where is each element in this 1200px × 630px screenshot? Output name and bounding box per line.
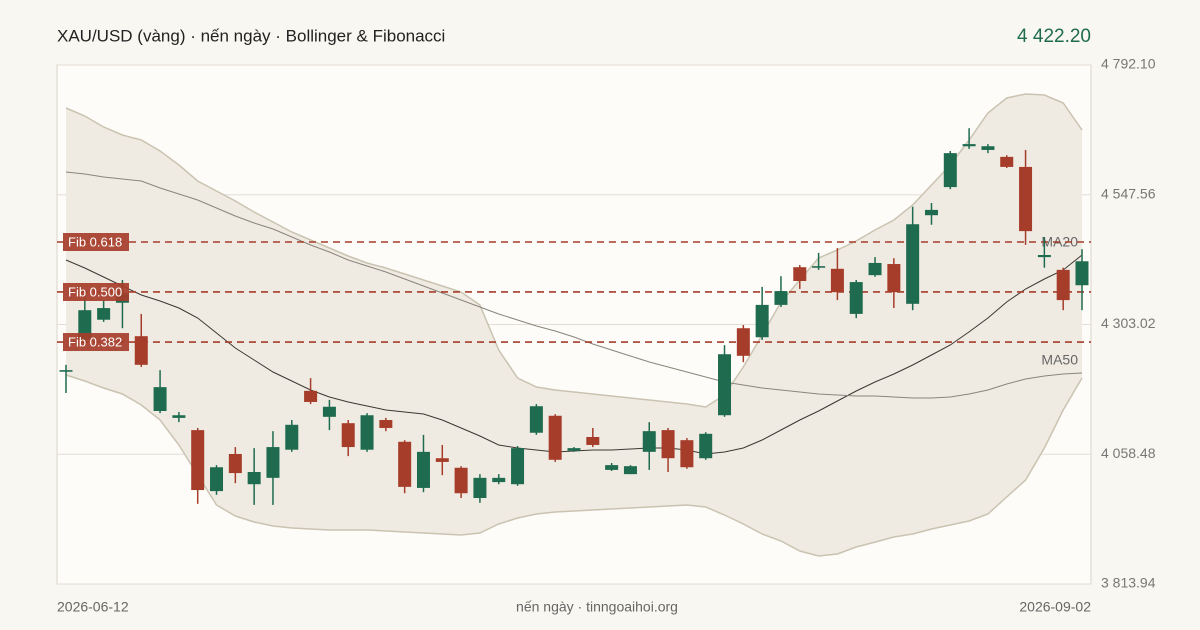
candle-body xyxy=(341,423,355,448)
candle-body xyxy=(774,291,788,305)
fib-label-box xyxy=(63,333,129,352)
fib-label: Fib 0.500 xyxy=(68,284,122,299)
candle-body xyxy=(849,282,863,314)
candle-body xyxy=(97,308,111,320)
x-tick-label: 2026-09-02 xyxy=(1019,599,1091,615)
candle-body xyxy=(153,387,167,411)
candle-body xyxy=(266,447,280,478)
candle-body xyxy=(642,431,656,452)
candle-body xyxy=(623,466,637,475)
candle-body xyxy=(454,467,468,494)
candle-body xyxy=(1056,269,1070,301)
candle-body xyxy=(680,440,694,468)
candle-body xyxy=(981,146,995,150)
bollinger-upper xyxy=(65,93,1083,408)
y-tick-label: 4 058.48 xyxy=(1101,445,1156,461)
y-tick-label: 4 792.10 xyxy=(1101,56,1156,72)
candle-body xyxy=(322,406,336,417)
x-tick-label: 2026-06-12 xyxy=(57,599,129,615)
candle-body xyxy=(379,420,393,428)
candle-body xyxy=(78,310,92,340)
bollinger-lower xyxy=(65,374,1083,557)
candle-body xyxy=(812,266,826,268)
y-tick-label: 4 547.56 xyxy=(1101,185,1156,201)
candle-body xyxy=(755,304,769,338)
candle-body xyxy=(191,430,205,491)
candle-body xyxy=(906,224,920,304)
candle-body xyxy=(416,451,430,488)
candle-body xyxy=(398,441,412,487)
candle-body xyxy=(548,415,562,460)
candle-body xyxy=(1075,261,1089,286)
fib-label: Fib 0.618 xyxy=(68,234,122,249)
fib-label: Fib 0.382 xyxy=(68,334,122,349)
chart-title: XAU/USD (vàng) · nến ngày · Bollinger & … xyxy=(57,26,445,45)
candle-body xyxy=(699,433,713,459)
fib-label-box xyxy=(63,282,129,301)
source-note: nến ngày · tinngoaihoi.org xyxy=(516,599,678,615)
y-tick-label: 4 303.02 xyxy=(1101,315,1156,331)
candle-body xyxy=(868,262,882,276)
candle-body xyxy=(360,415,374,450)
candle-body xyxy=(962,144,976,147)
candle-body xyxy=(887,264,901,293)
candle-body xyxy=(1000,156,1014,167)
bollinger-band xyxy=(66,94,1082,556)
candle-body xyxy=(172,415,186,418)
fib-label-box xyxy=(63,233,129,252)
candle-body xyxy=(210,467,224,492)
candle-body xyxy=(586,436,600,445)
candle-body xyxy=(435,458,449,462)
candle-body xyxy=(736,328,750,356)
candle-body xyxy=(718,354,732,416)
candle-body xyxy=(1037,255,1051,258)
candle-body xyxy=(793,267,807,282)
candle-body xyxy=(661,430,675,459)
candle-body xyxy=(1019,166,1033,232)
candle-body xyxy=(304,390,318,402)
candle-body xyxy=(529,406,543,433)
moving-average xyxy=(65,171,1083,399)
candle-body xyxy=(924,209,938,216)
candle-body xyxy=(492,477,506,483)
candle-body xyxy=(247,472,261,485)
candle-body xyxy=(511,448,525,485)
candle-body xyxy=(830,268,844,293)
last-price: 4 422.20 xyxy=(1017,26,1091,47)
y-tick-label: 3 813.94 xyxy=(1101,575,1156,591)
candle-body xyxy=(473,477,487,499)
candle-body xyxy=(567,448,581,451)
candle-body xyxy=(285,424,299,450)
ma-label: MA50 xyxy=(1041,352,1078,368)
candle-body xyxy=(943,153,957,188)
candle-body xyxy=(605,465,619,470)
candle-body xyxy=(228,453,242,474)
candle-body xyxy=(59,370,73,372)
candle-body xyxy=(134,336,148,365)
